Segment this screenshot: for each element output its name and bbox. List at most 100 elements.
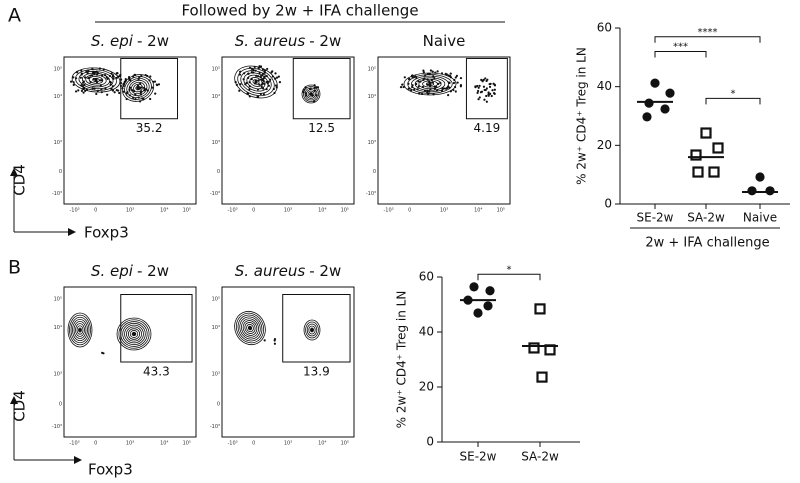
contour	[73, 321, 87, 339]
contour	[414, 77, 446, 91]
event-dot	[149, 97, 152, 101]
contour	[71, 67, 121, 93]
contour	[303, 319, 321, 341]
contour-core	[136, 86, 140, 90]
event-dot	[459, 84, 463, 87]
event-dot	[273, 337, 277, 341]
event-dot	[118, 91, 121, 95]
x-tick-label: 0	[94, 441, 97, 447]
contour	[306, 323, 318, 337]
contour	[304, 87, 318, 101]
contour	[118, 319, 150, 349]
event-dot	[403, 76, 406, 79]
contour	[85, 74, 107, 86]
contour	[244, 322, 256, 334]
contour	[131, 331, 137, 337]
significance-label: ****	[698, 27, 718, 38]
plot-title-species: S. aureus	[235, 32, 306, 50]
contour	[237, 67, 275, 97]
x-tick-label: 10⁴	[160, 441, 168, 447]
y-tick-label: -10³	[52, 191, 62, 197]
contour	[116, 317, 152, 351]
data-dot	[747, 186, 757, 196]
data-dot	[469, 282, 479, 292]
contour	[407, 74, 453, 94]
plot-frame	[221, 286, 355, 438]
event-dot	[485, 79, 488, 83]
contour	[422, 80, 438, 88]
event-dot	[477, 86, 480, 89]
event-dot	[477, 98, 480, 101]
contour	[249, 77, 263, 87]
data-dot	[765, 186, 775, 196]
x-tick-label: -10³	[383, 208, 393, 214]
event-dot	[109, 81, 113, 84]
event-dot	[488, 85, 492, 88]
x-tick-label: 10⁴	[474, 208, 482, 214]
contour	[246, 323, 254, 333]
x-tick-label: 10⁵	[341, 208, 349, 214]
y-tick-label: 10³	[212, 372, 220, 378]
event-dot	[140, 86, 143, 89]
event-dot	[274, 84, 278, 87]
data-square	[708, 166, 720, 178]
data-square	[534, 303, 546, 315]
y-tick-label: -10³	[210, 191, 220, 197]
y-tick-label: 10⁵	[212, 66, 220, 72]
x-tick-label: 0	[408, 208, 411, 214]
contour	[75, 69, 117, 91]
contour	[81, 72, 111, 88]
data-dot	[660, 104, 670, 114]
event-dot	[260, 85, 263, 88]
data-square	[700, 127, 712, 139]
contour-core	[310, 328, 314, 332]
contour	[235, 312, 265, 344]
contour	[126, 78, 150, 98]
event-dot	[492, 82, 495, 85]
axis-label: CD4	[11, 390, 29, 422]
y-tick-label: 10⁴	[212, 94, 220, 100]
event-dot	[106, 93, 109, 96]
plot-title-text: Naive	[423, 32, 466, 50]
contour	[240, 70, 272, 94]
plot-title-suffix: - 2w	[137, 32, 169, 50]
event-dot	[266, 67, 269, 71]
x-tick-label: 0	[252, 208, 255, 214]
y-tick-label: -10³	[52, 424, 62, 430]
contour	[126, 326, 142, 342]
event-dot	[447, 94, 450, 97]
data-square	[536, 371, 548, 383]
event-dot	[99, 79, 102, 82]
event-dot	[459, 76, 463, 80]
contour	[239, 316, 261, 340]
x-tick-label: 10⁵	[183, 208, 191, 214]
contour	[305, 321, 319, 339]
plot-title-species: S. epi	[91, 262, 134, 280]
significance-bracket	[654, 50, 707, 58]
contour	[124, 76, 152, 100]
contour	[72, 318, 88, 342]
contour	[252, 79, 260, 85]
event-dot	[478, 84, 481, 87]
contour-core	[428, 82, 432, 86]
y-tick-label: 0	[426, 435, 434, 449]
event-dot	[476, 89, 480, 93]
event-dot	[484, 88, 487, 92]
x-tick-label: 10³	[440, 208, 448, 214]
event-dot	[278, 81, 282, 84]
plot-title-suffix: - 2w	[309, 262, 341, 280]
contour	[234, 65, 278, 99]
event-dot	[489, 92, 492, 95]
event-dot	[452, 81, 456, 85]
axis-label: CD4	[11, 164, 29, 196]
data-dot	[642, 112, 652, 122]
event-dot	[478, 96, 481, 99]
y-tick-label: 10⁴	[212, 325, 220, 331]
x-tick-label: -10³	[69, 441, 79, 447]
contour	[129, 330, 139, 338]
gate-value: 4.19	[474, 121, 501, 135]
significance-label: *	[507, 264, 512, 275]
event-dot	[133, 89, 136, 93]
contour	[127, 328, 141, 340]
